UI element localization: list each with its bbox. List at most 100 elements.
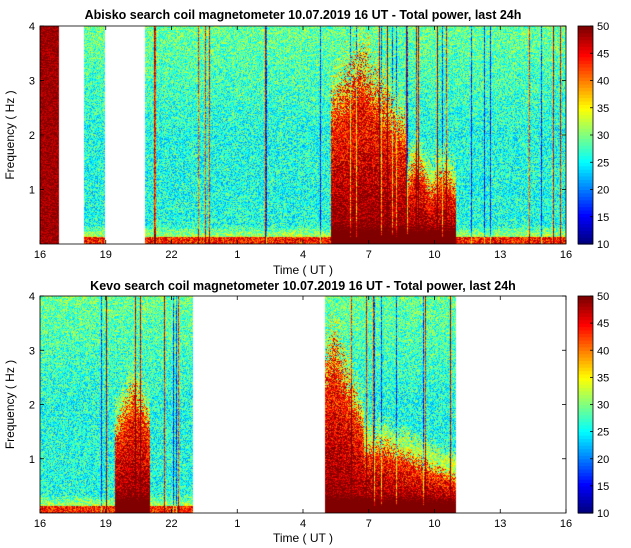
colorbar-segment xyxy=(578,306,593,311)
colorbar-segment xyxy=(578,421,593,426)
colorbar-segment xyxy=(578,445,593,450)
y-tick-label: 4 xyxy=(29,21,35,33)
colorbar-segment xyxy=(578,448,593,453)
colorbar-segment xyxy=(578,299,593,304)
colorbar-segment xyxy=(578,353,593,358)
colorbar-segment xyxy=(578,220,593,225)
colorbar-segment xyxy=(578,213,593,218)
colorbar-segment xyxy=(578,397,593,402)
colorbar-segment xyxy=(578,312,593,317)
colorbar-segment xyxy=(578,384,593,389)
colorbar-segment xyxy=(578,380,593,385)
colorbar-tick-label: 20 xyxy=(597,185,609,197)
colorbar-segment xyxy=(578,39,593,44)
colorbar-tick-label: 15 xyxy=(597,481,609,493)
x-tick-label: 13 xyxy=(494,518,506,530)
y-tick-label: 4 xyxy=(29,291,35,303)
colorbar-segment xyxy=(578,148,593,153)
y-tick-label: 2 xyxy=(29,130,35,142)
colorbar-segment xyxy=(578,155,593,160)
colorbar-segment xyxy=(578,77,593,82)
colorbar-segment xyxy=(578,502,593,507)
x-tick-label: 13 xyxy=(494,249,506,261)
colorbar-segment xyxy=(578,428,593,433)
colorbar-segment xyxy=(578,509,593,514)
colorbar-segment xyxy=(578,175,593,180)
x-tick-label: 19 xyxy=(100,249,112,261)
spectrogram-image xyxy=(40,296,566,513)
colorbar-segment xyxy=(578,404,593,409)
colorbar-tick-label: 30 xyxy=(597,130,609,142)
colorbar-segment xyxy=(578,97,593,102)
chart-title: Abisko search coil magnetometer 10.07.20… xyxy=(85,8,522,22)
colorbar-segment xyxy=(578,117,593,122)
colorbar-segment xyxy=(578,111,593,116)
colorbar-segment xyxy=(578,309,593,314)
colorbar-segment xyxy=(578,128,593,133)
colorbar-tick-label: 40 xyxy=(597,76,609,88)
colorbar-tick-label: 40 xyxy=(597,345,609,357)
colorbar-segment xyxy=(578,206,593,211)
y-tick-label: 3 xyxy=(29,345,35,357)
colorbar-segment xyxy=(578,367,593,372)
colorbar-segment xyxy=(578,350,593,355)
colorbar-segment xyxy=(578,203,593,208)
x-tick-label: 16 xyxy=(34,249,46,261)
y-axis-label: Frequency ( Hz ) xyxy=(3,90,17,179)
colorbar-segment xyxy=(578,302,593,307)
colorbar-segment xyxy=(578,169,593,174)
colorbar-segment xyxy=(578,165,593,170)
colorbar-segment xyxy=(578,357,593,362)
colorbar-segment xyxy=(578,233,593,238)
colorbar-segment xyxy=(578,209,593,214)
colorbar-segment xyxy=(578,94,593,99)
colorbar-segment xyxy=(578,196,593,201)
y-tick-label: 3 xyxy=(29,76,35,88)
colorbar-tick-label: 15 xyxy=(597,212,609,224)
colorbar-segment xyxy=(578,90,593,95)
x-tick-label: 19 xyxy=(100,518,112,530)
colorbar-segment xyxy=(578,435,593,440)
colorbar-segment xyxy=(578,458,593,463)
colorbar-segment xyxy=(578,455,593,460)
colorbar-segment xyxy=(578,438,593,443)
y-tick-label: 1 xyxy=(29,454,35,466)
colorbar-segment xyxy=(578,87,593,92)
colorbar-segment xyxy=(578,179,593,184)
colorbar-tick-label: 35 xyxy=(597,372,609,384)
colorbar-segment xyxy=(578,468,593,473)
spectrogram-image xyxy=(40,26,566,244)
colorbar-segment xyxy=(578,138,593,143)
x-tick-label: 10 xyxy=(428,518,440,530)
colorbar-segment xyxy=(578,316,593,321)
colorbar-tick-label: 10 xyxy=(597,508,609,520)
colorbar-segment xyxy=(578,186,593,191)
colorbar-segment xyxy=(578,152,593,157)
colorbar-segment xyxy=(578,182,593,187)
colorbar-segment xyxy=(578,56,593,61)
colorbar-segment xyxy=(578,107,593,112)
x-axis-label: Time ( UT ) xyxy=(273,263,333,277)
colorbar-segment xyxy=(578,462,593,467)
colorbar-segment xyxy=(578,465,593,470)
colorbar-segment xyxy=(578,401,593,406)
colorbar-segment xyxy=(578,32,593,37)
colorbar-segment xyxy=(578,46,593,51)
colorbar-segment xyxy=(578,346,593,351)
x-tick-label: 4 xyxy=(300,249,306,261)
colorbar-segment xyxy=(578,240,593,245)
colorbar-segment xyxy=(578,479,593,484)
colorbar-segment xyxy=(578,472,593,477)
colorbar-segment xyxy=(578,43,593,48)
x-tick-label: 10 xyxy=(428,249,440,261)
colorbar-segment xyxy=(578,492,593,497)
colorbar-segment xyxy=(578,431,593,436)
colorbar-segment xyxy=(578,424,593,429)
x-tick-label: 1 xyxy=(234,249,240,261)
colorbar-segment xyxy=(578,104,593,109)
colorbar-segment xyxy=(578,80,593,85)
colorbar-segment xyxy=(578,131,593,136)
x-tick-label: 1 xyxy=(234,518,240,530)
colorbar-segment xyxy=(578,451,593,456)
colorbar: 10 15 20 25 30 35 40 45 50 xyxy=(577,291,609,520)
